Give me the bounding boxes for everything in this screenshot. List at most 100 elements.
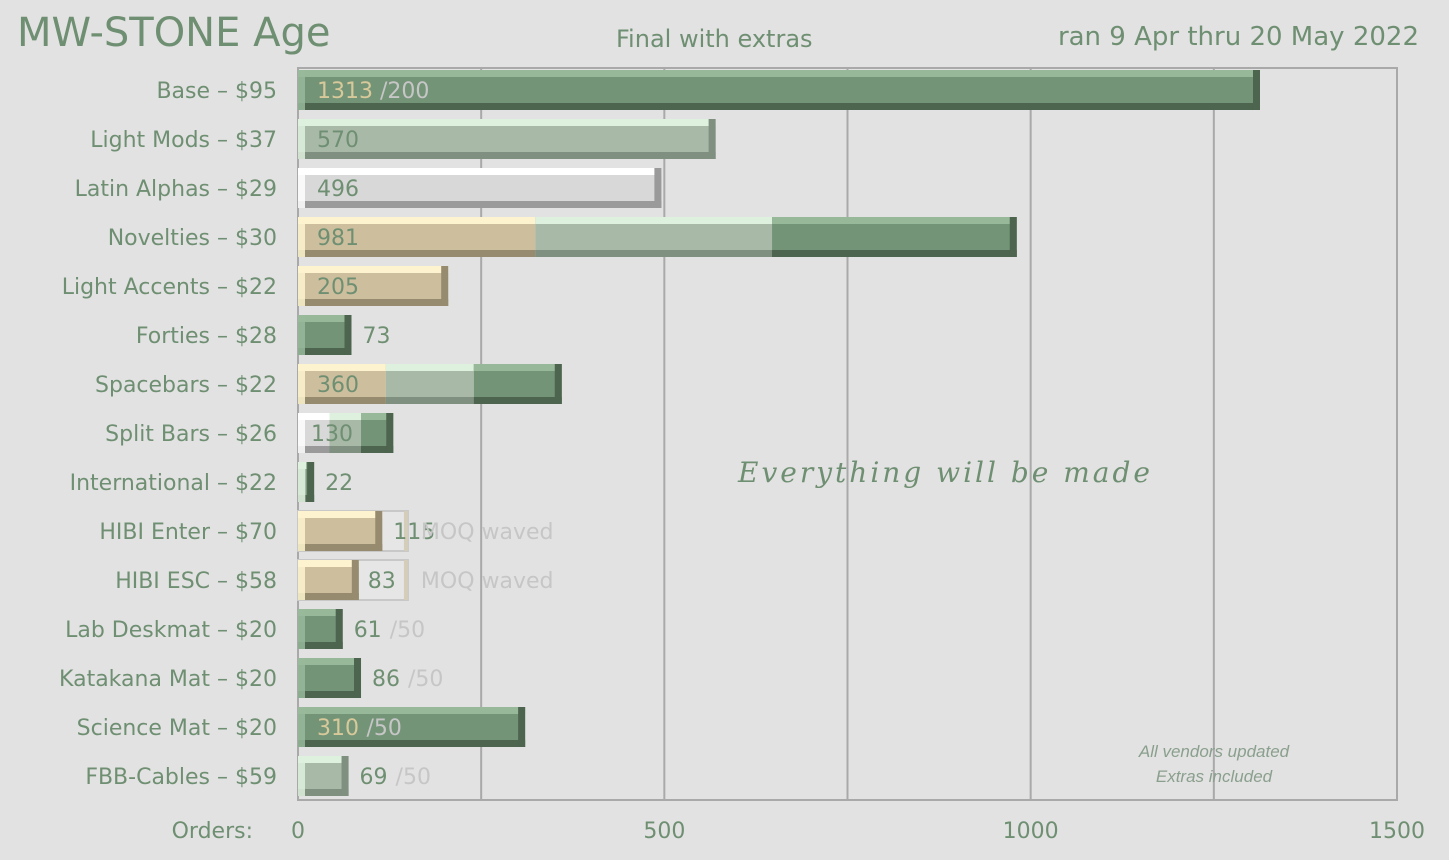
bar-left-edge bbox=[298, 413, 305, 453]
bar-segment-bottom bbox=[298, 348, 352, 355]
bar-end-cap bbox=[386, 413, 394, 453]
bar-segment-top bbox=[298, 119, 716, 126]
category-label: Lab Deskmat – $20 bbox=[65, 618, 277, 643]
bar-segment-bottom bbox=[298, 446, 330, 453]
annotation-text: Everything will be made bbox=[737, 456, 1153, 489]
value-label: 83 bbox=[368, 569, 396, 594]
category-label: Base – $95 bbox=[156, 79, 277, 104]
bar-segment-top bbox=[361, 413, 394, 420]
bar-segment-bottom bbox=[298, 593, 359, 600]
bar-end-cap bbox=[1009, 217, 1017, 257]
bar-segment-bottom bbox=[298, 642, 343, 649]
campaign-dates: ran 9 Apr thru 20 May 2022 bbox=[1057, 22, 1419, 52]
bar-end-cap bbox=[375, 511, 383, 551]
bar-segment-bottom bbox=[329, 446, 362, 453]
bar-left-edge bbox=[298, 217, 305, 257]
moq-note: MOQ waved bbox=[421, 520, 554, 545]
category-label: HIBI ESC – $58 bbox=[115, 569, 277, 594]
bar-left-edge bbox=[298, 364, 305, 404]
bar-segment-top bbox=[298, 609, 343, 616]
x-tick-label: 500 bbox=[643, 819, 685, 844]
moq-outline-edge bbox=[403, 511, 408, 551]
value-label: 205 bbox=[317, 275, 359, 300]
category-label: Novelties – $30 bbox=[108, 226, 277, 251]
bar-segment-bottom bbox=[298, 691, 362, 698]
bar-segment-top bbox=[298, 315, 352, 322]
bar-segment-bottom bbox=[298, 544, 383, 551]
bar-segment-bottom bbox=[298, 250, 536, 257]
bar-segment-bottom bbox=[298, 789, 349, 796]
category-label: Light Mods – $37 bbox=[90, 128, 277, 153]
bar-left-edge bbox=[298, 756, 305, 796]
moq-note: MOQ waved bbox=[421, 569, 554, 594]
bar-end-cap bbox=[351, 560, 359, 600]
bar-segment-top bbox=[535, 217, 773, 224]
bar-segment-bottom bbox=[298, 103, 1260, 110]
bar-segment-top bbox=[298, 413, 330, 420]
category-label: Forties – $28 bbox=[136, 324, 277, 349]
category-label: Spacebars – $22 bbox=[95, 373, 277, 398]
category-label: FBB-Cables – $59 bbox=[85, 765, 277, 790]
x-tick-label: 0 bbox=[291, 819, 305, 844]
bar-segment-bottom bbox=[772, 250, 1017, 257]
value-label: 496 bbox=[317, 177, 359, 202]
bar-segment-bottom bbox=[298, 740, 526, 747]
bar-left-edge bbox=[298, 315, 305, 355]
bar-end-cap bbox=[1252, 70, 1260, 110]
category-label: Light Accents – $22 bbox=[62, 275, 277, 300]
value-label: 1313 bbox=[317, 79, 373, 104]
target-label: /50 bbox=[408, 667, 443, 692]
bar-segment-top bbox=[298, 560, 359, 567]
bar-left-edge bbox=[298, 707, 305, 747]
bar-segment-top bbox=[298, 511, 383, 518]
bar-end-cap bbox=[307, 462, 315, 502]
value-label: 22 bbox=[325, 471, 353, 496]
bar-segment-bottom bbox=[361, 446, 394, 453]
x-axis-label: Orders: bbox=[172, 819, 253, 844]
bar-segment-top bbox=[298, 266, 449, 273]
bar-segment-bottom bbox=[298, 152, 716, 159]
bar-left-edge bbox=[298, 266, 305, 306]
bar-left-edge bbox=[298, 511, 305, 551]
target-label: /50 bbox=[396, 765, 431, 790]
bar-end-cap bbox=[344, 315, 352, 355]
target-label: /50 bbox=[367, 716, 402, 741]
bar-end-cap bbox=[354, 658, 362, 698]
target-label: /50 bbox=[390, 618, 425, 643]
value-label: 360 bbox=[317, 373, 359, 398]
bar-segment-top bbox=[298, 658, 362, 665]
bar-segment-bottom bbox=[535, 250, 773, 257]
bar-segment-top bbox=[772, 217, 1017, 224]
target-label: /200 bbox=[380, 79, 429, 104]
moq-outline-edge bbox=[403, 560, 408, 600]
bar-segment-top bbox=[298, 364, 386, 371]
bar-left-edge bbox=[298, 119, 305, 159]
value-label: 61 bbox=[354, 618, 382, 643]
bar-left-edge bbox=[298, 658, 305, 698]
category-label: HIBI Enter – $70 bbox=[99, 520, 277, 545]
chart-title: MW-STONE Age bbox=[17, 10, 331, 56]
bar-segment-bottom bbox=[385, 397, 474, 404]
note-line: All vendors updated bbox=[1138, 742, 1290, 761]
chart-subtitle: Final with extras bbox=[616, 25, 813, 53]
value-label: 86 bbox=[372, 667, 400, 692]
bar-segment-bottom bbox=[298, 397, 386, 404]
bar-left-edge bbox=[298, 168, 305, 208]
bar-end-cap bbox=[654, 168, 662, 208]
x-tick-label: 1000 bbox=[1003, 819, 1059, 844]
value-label: 981 bbox=[317, 226, 359, 251]
bar-segment-top bbox=[298, 217, 536, 224]
bar-segment-bottom bbox=[298, 299, 449, 306]
bar-segment-top bbox=[473, 364, 562, 371]
category-label: International – $22 bbox=[70, 471, 277, 496]
bar-segment-bottom bbox=[473, 397, 562, 404]
value-label: 130 bbox=[311, 422, 353, 447]
category-label: Science Mat – $20 bbox=[77, 716, 277, 741]
bar-segment-top bbox=[298, 70, 1260, 77]
note-line: Extras included bbox=[1156, 767, 1273, 786]
value-label: 570 bbox=[317, 128, 359, 153]
value-label: 310 bbox=[317, 716, 359, 741]
bar-end-cap bbox=[441, 266, 449, 306]
bar-left-edge bbox=[298, 462, 305, 502]
